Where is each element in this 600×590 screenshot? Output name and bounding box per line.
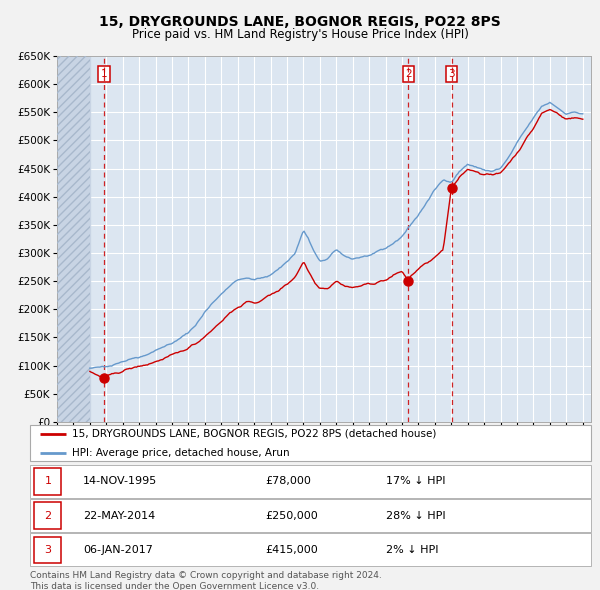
FancyBboxPatch shape — [30, 533, 591, 566]
Text: Contains HM Land Registry data © Crown copyright and database right 2024.
This d: Contains HM Land Registry data © Crown c… — [30, 571, 382, 590]
Text: 3: 3 — [44, 545, 52, 555]
Text: 14-NOV-1995: 14-NOV-1995 — [83, 476, 158, 486]
FancyBboxPatch shape — [34, 502, 61, 529]
Text: 2: 2 — [44, 510, 52, 520]
Text: £250,000: £250,000 — [266, 510, 319, 520]
Text: £415,000: £415,000 — [266, 545, 319, 555]
Text: 06-JAN-2017: 06-JAN-2017 — [83, 545, 153, 555]
FancyBboxPatch shape — [30, 465, 591, 498]
Text: 15, DRYGROUNDS LANE, BOGNOR REGIS, PO22 8PS (detached house): 15, DRYGROUNDS LANE, BOGNOR REGIS, PO22 … — [72, 429, 436, 439]
FancyBboxPatch shape — [34, 468, 61, 494]
Text: 1: 1 — [101, 69, 107, 79]
FancyBboxPatch shape — [30, 499, 591, 532]
Text: 22-MAY-2014: 22-MAY-2014 — [83, 510, 155, 520]
Text: 15, DRYGROUNDS LANE, BOGNOR REGIS, PO22 8PS: 15, DRYGROUNDS LANE, BOGNOR REGIS, PO22 … — [99, 15, 501, 29]
FancyBboxPatch shape — [34, 536, 61, 563]
Text: 3: 3 — [448, 69, 455, 79]
Text: 2% ↓ HPI: 2% ↓ HPI — [386, 545, 439, 555]
Text: 28% ↓ HPI: 28% ↓ HPI — [386, 510, 446, 520]
Text: Price paid vs. HM Land Registry's House Price Index (HPI): Price paid vs. HM Land Registry's House … — [131, 28, 469, 41]
Text: HPI: Average price, detached house, Arun: HPI: Average price, detached house, Arun — [72, 448, 290, 458]
Text: £78,000: £78,000 — [266, 476, 311, 486]
Bar — [57, 56, 90, 422]
Text: 2: 2 — [405, 69, 412, 79]
FancyBboxPatch shape — [30, 425, 591, 461]
Text: 17% ↓ HPI: 17% ↓ HPI — [386, 476, 446, 486]
Text: 1: 1 — [44, 476, 52, 486]
